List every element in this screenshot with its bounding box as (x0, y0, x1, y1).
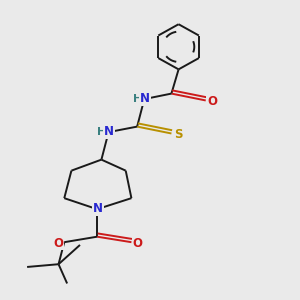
Text: H: H (134, 94, 142, 103)
Text: N: N (104, 125, 114, 138)
Text: N: N (140, 92, 150, 105)
Text: H: H (97, 127, 106, 136)
Text: N: N (93, 202, 103, 215)
Text: S: S (174, 128, 183, 140)
Text: O: O (207, 95, 217, 108)
Text: O: O (53, 236, 63, 250)
Text: O: O (133, 236, 143, 250)
